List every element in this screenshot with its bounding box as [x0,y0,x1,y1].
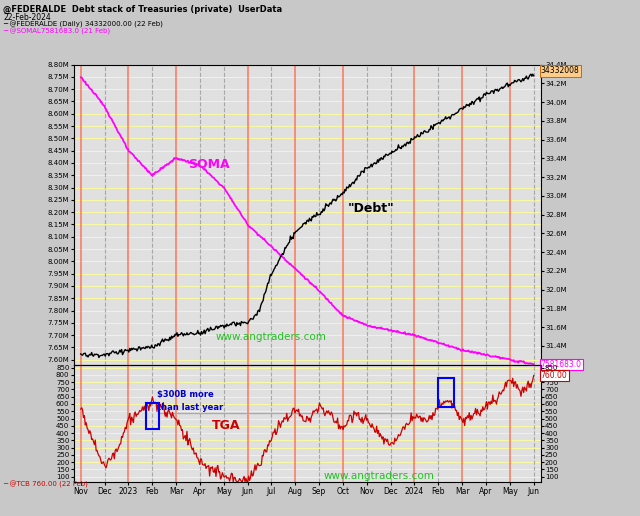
Text: SOMA: SOMA [188,158,230,171]
Text: ─ @TCB 760.00 (22 Feb): ─ @TCB 760.00 (22 Feb) [3,481,88,488]
Text: 7581683.0: 7581683.0 [541,360,582,369]
Text: 760.00: 760.00 [541,371,568,380]
Text: ─ @SOMAL7581683.0 (21 Feb): ─ @SOMAL7581683.0 (21 Feb) [3,27,110,35]
Text: 34332008: 34332008 [541,67,580,75]
Text: www.angtraders.com: www.angtraders.com [323,471,434,481]
Text: 22-Feb-2024: 22-Feb-2024 [3,13,51,22]
Text: "Debt": "Debt" [348,202,394,215]
Text: ─ @FEDERALDE (Daily) 34332000.00 (22 Feb): ─ @FEDERALDE (Daily) 34332000.00 (22 Feb… [3,21,163,28]
Text: www.angtraders.com: www.angtraders.com [216,332,327,342]
Bar [147,403,159,429]
Text: @FEDERALDE  Debt stack of Treasuries (private)  UserData: @FEDERALDE Debt stack of Treasuries (pri… [3,5,282,14]
Bar [438,378,454,407]
Text: TGA: TGA [212,418,241,432]
Text: $300B more
than last year: $300B more than last year [157,390,223,412]
